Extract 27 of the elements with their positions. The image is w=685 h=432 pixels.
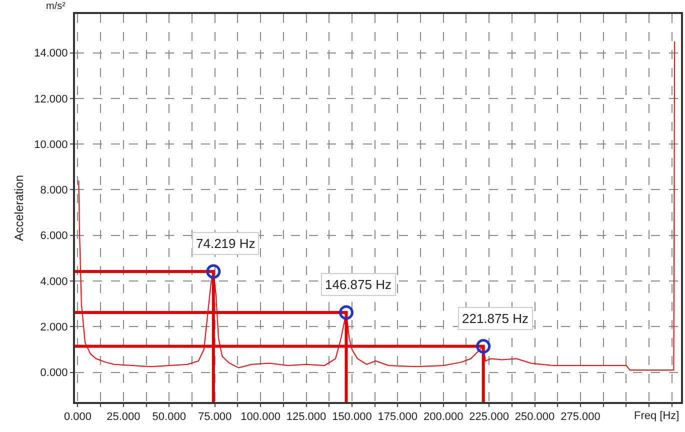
x-axis-title: Freq [Hz] — [634, 410, 680, 422]
x-tick-label: 150.000 — [332, 411, 372, 424]
annotation: 146.875 Hz — [325, 277, 392, 292]
x-tick-label: 0.000 — [64, 411, 92, 424]
x-tick-label: 50.000 — [152, 411, 186, 424]
y-tick-label: 6.000 — [40, 230, 68, 242]
y-tick-label: 0.000 — [40, 367, 68, 380]
annotation: 221.875 Hz — [462, 311, 528, 326]
line-series — [78, 40, 676, 371]
y-tick-label: 10.000 — [34, 138, 68, 151]
x-tick-label: 75.000 — [198, 411, 232, 424]
x-tick-label: 250.000 — [514, 411, 555, 424]
y-tick-label: 2.000 — [40, 322, 68, 334]
text: m/s² — [46, 1, 66, 12]
x-tick-label: 275.000 — [560, 411, 600, 424]
annotation: 74.219 Hz — [196, 236, 256, 251]
y-tick-label: 8.000 — [40, 184, 68, 197]
y-tick-label: 12.000 — [34, 93, 68, 106]
x-tick-label: 200.000 — [423, 411, 464, 424]
x-tick-label: 100.000 — [240, 411, 280, 424]
x-tick-label: 225.000 — [469, 411, 509, 424]
y-axis-title: Acceleration — [12, 174, 26, 242]
x-tick-label: 175.000 — [378, 411, 418, 424]
y-tick-label: 4.000 — [40, 276, 68, 288]
x-tick-label: 25.000 — [106, 411, 140, 424]
y-tick-label: 14.000 — [34, 48, 68, 60]
x-tick-label: 125.000 — [286, 411, 326, 424]
